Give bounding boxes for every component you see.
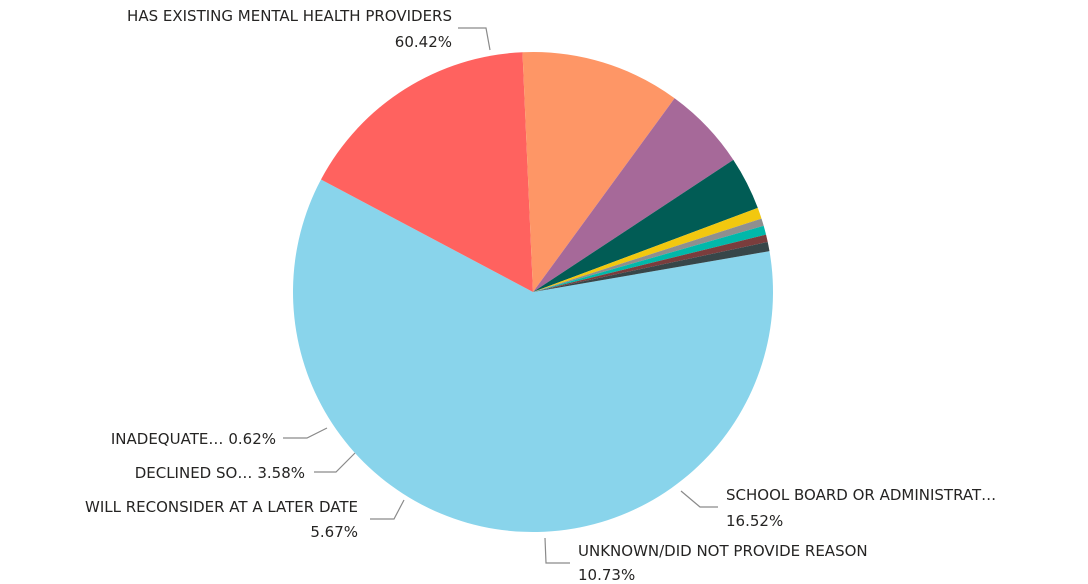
pie-slice-small4[interactable]: [533, 234, 768, 292]
label-unknown-name: UNKNOWN/DID NOT PROVIDE REASON: [578, 542, 868, 560]
label-board-value: 16.52%: [726, 512, 783, 530]
label-existing-name: HAS EXISTING MENTAL HEALTH PROVIDERS: [127, 7, 452, 25]
leader-line-reconsider: [370, 499, 405, 520]
label-existing-value: 60.42%: [395, 33, 452, 51]
pie-slice-small1[interactable]: [533, 207, 762, 292]
pie-slices: [293, 52, 774, 532]
pie-slice-small3[interactable]: [533, 225, 767, 292]
pie-slice-board[interactable]: [320, 52, 533, 292]
pie-slice-inadequate[interactable]: [533, 241, 770, 292]
label-unknown-value: 10.73%: [578, 566, 635, 584]
pie-slice-existing[interactable]: [293, 179, 774, 532]
leader-line-declined: [314, 452, 356, 473]
label-inadequate-value: 0.62%: [228, 430, 276, 448]
pie-slice-unknown[interactable]: [522, 52, 675, 292]
leader-line-inadequate: [283, 427, 328, 439]
pie-slice-reconsider[interactable]: [533, 98, 734, 292]
pie-slice-small2[interactable]: [533, 218, 764, 292]
label-reconsider-value: 5.67%: [310, 523, 358, 541]
label-declined-name: DECLINED SO…: [135, 464, 253, 482]
leader-line-existing: [458, 27, 491, 51]
label-declined-value: 3.58%: [257, 464, 305, 482]
label-reconsider-name: WILL RECONSIDER AT A LATER DATE: [85, 498, 358, 516]
pie-slice-declined[interactable]: [533, 159, 758, 292]
label-declined: DECLINED SO… 3.58%: [135, 464, 305, 482]
leader-line-board: [680, 490, 718, 508]
label-board-name: SCHOOL BOARD OR ADMINISTRAT…: [726, 486, 996, 504]
label-inadequate: INADEQUATE… 0.62%: [111, 430, 276, 448]
label-inadequate-name: INADEQUATE…: [111, 430, 223, 448]
leader-line-unknown: [544, 537, 570, 564]
